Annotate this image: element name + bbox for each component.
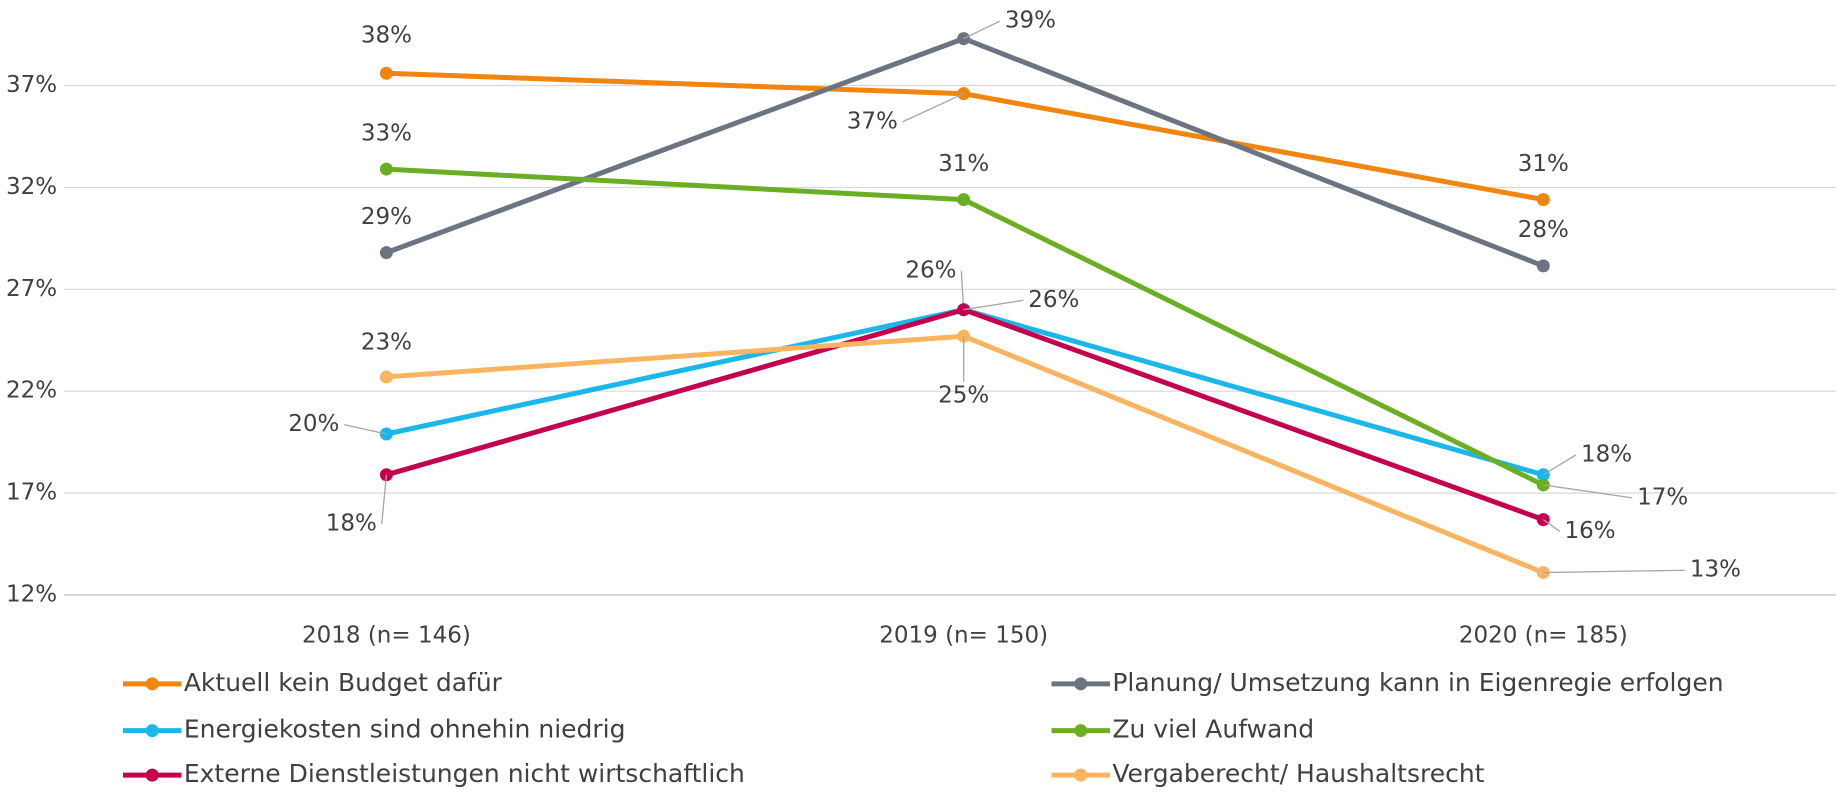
data-point	[379, 66, 393, 80]
data-label: 20%	[288, 411, 339, 437]
series-line	[386, 166, 1545, 488]
data-label: 33%	[361, 120, 412, 146]
x-tick-label: 2019 (n= 150)	[879, 623, 1048, 649]
data-point	[1536, 193, 1550, 207]
leader-line	[963, 20, 1001, 40]
data-label: 16%	[1565, 518, 1616, 544]
leader-line	[902, 93, 964, 123]
leader-line	[963, 299, 1024, 311]
x-tick-label: 2018 (n= 146)	[302, 623, 471, 649]
data-label: 17%	[1637, 484, 1688, 510]
data-label: 13%	[1690, 557, 1741, 583]
data-point	[1536, 259, 1550, 273]
legend-marker	[1074, 768, 1088, 782]
data-label: 38%	[361, 22, 412, 48]
y-tick-label: 32%	[6, 174, 57, 200]
legend-label: Aktuell kein Budget dafür	[184, 668, 503, 697]
legend-marker	[145, 768, 159, 782]
data-label: 31%	[938, 151, 989, 177]
data-point	[957, 193, 971, 207]
data-label: 18%	[326, 510, 377, 536]
data-label: 28%	[1518, 217, 1569, 243]
legend-label: Vergaberecht/ Haushaltsrecht	[1112, 759, 1484, 788]
y-tick-label: 22%	[6, 378, 57, 404]
leader-line	[1543, 484, 1633, 499]
data-label: 26%	[1028, 287, 1079, 313]
y-tick-label: 27%	[6, 276, 57, 302]
y-tick-label: 12%	[6, 582, 57, 608]
data-label: 39%	[1005, 8, 1056, 34]
data-label: 23%	[361, 329, 412, 355]
legend-marker	[145, 677, 159, 691]
leader-line	[381, 474, 388, 525]
legend-label: Planung/ Umsetzung kann in Eigenregie er…	[1112, 668, 1723, 697]
data-label: 18%	[1581, 441, 1632, 467]
data-point	[379, 246, 393, 260]
leader-line	[1543, 569, 1685, 574]
data-point	[379, 162, 393, 176]
data-label: 29%	[361, 204, 412, 230]
data-label: 26%	[905, 258, 956, 284]
legend-marker	[1074, 724, 1088, 738]
legend-label: Zu viel Aufwand	[1112, 715, 1314, 744]
data-label: 37%	[847, 108, 898, 134]
y-tick-label: 17%	[6, 480, 57, 506]
legend-marker	[145, 724, 159, 738]
leader-line	[344, 424, 387, 435]
leader-line	[1542, 519, 1561, 532]
legend-marker	[1074, 677, 1088, 691]
data-label: 31%	[1518, 151, 1569, 177]
y-tick-label: 37%	[6, 72, 57, 98]
data-point	[379, 370, 393, 384]
legend-label: Energiekosten sind ohnehin niedrig	[184, 715, 626, 744]
x-tick-label: 2020 (n= 185)	[1459, 623, 1628, 649]
legend-label: Externe Dienstleistungen nicht wirtschaf…	[184, 759, 745, 788]
data-label: 25%	[938, 382, 989, 408]
leader-line	[1542, 454, 1577, 476]
